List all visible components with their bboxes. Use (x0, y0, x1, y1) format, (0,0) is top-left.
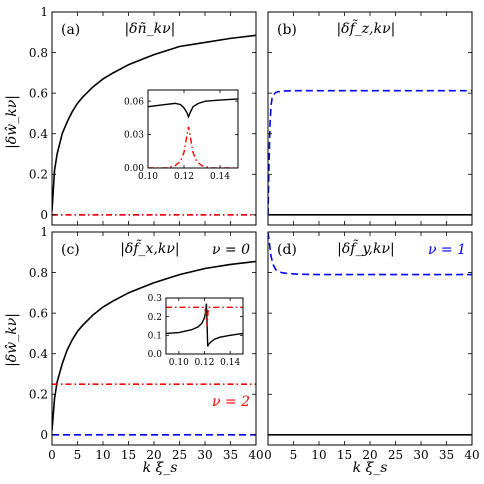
panel-1-inset-xtick-label-2: 0.14 (210, 172, 230, 182)
panel-3-inset-xtick-label-0: 0.10 (169, 358, 189, 368)
panel-3-ytick-label-3: 0.6 (29, 306, 48, 320)
panel-1-inset-frame (147, 89, 239, 169)
panel-1-inset-series-1-line (148, 126, 238, 168)
panel-4-xtick-label-5: 25 (388, 448, 403, 462)
panel-1-inset: 0.10 0.12 0.14 0.00 0.03 0.06 (124, 89, 239, 182)
panel-3-ytick-label-4: 0.8 (29, 266, 48, 280)
panel-4-xtick-label-0: 0 (264, 448, 272, 462)
panel-3-inset-ytick-label-1: 0.1 (148, 331, 162, 341)
panel-1-letter: (a) (61, 22, 80, 38)
panel-1: 0 0.2 0.4 0.6 0.8 1 (a) |δñ_kν| 0.10 0.12 0.14 0.00… (29, 5, 257, 226)
panel-3-inset-xtick-label-2: 0.14 (220, 358, 240, 368)
panel-1-inset-ytick-label-0: 0.00 (124, 164, 144, 174)
panel-1-ytick-label-2: 0.4 (29, 127, 48, 141)
panel-3-ytick-label-2: 0.4 (29, 347, 48, 361)
x-axis-label-right: k ξ_s (353, 460, 388, 476)
y-axis-label-top: |δŵ_kν| (4, 95, 20, 149)
panel-4-xtick-label-4: 20 (362, 448, 377, 462)
panel-3-inset-series-0-line (166, 303, 243, 347)
panel-4-xtick-label-3: 15 (337, 448, 352, 462)
panel-2: (b) |δf̃_z,kν| (267, 11, 473, 226)
x-axis-label-left: k ξ_s (143, 460, 178, 476)
panel-3-series-0-line (52, 260, 256, 431)
panel-4-xtick-label-7: 35 (439, 448, 454, 462)
panel-4: 0 5 10 15 20 25 30 35 40 (d) |δf̃_y,kν| ν = 1 (264, 231, 480, 462)
panel-4-letter: (d) (277, 242, 297, 258)
panel-4-quantity-label: |δf̃_y,kν| (337, 239, 395, 257)
panel-4-series-0-line (268, 232, 472, 276)
panel-3-ytick-label-0: 0 (40, 428, 48, 442)
panel-4-xtick-label-1: 5 (290, 448, 298, 462)
panel-4-xtick-label-6: 30 (413, 448, 428, 462)
panel-3-xtick-label-7: 35 (223, 448, 238, 462)
panel-3-xtick-label-5: 25 (172, 448, 187, 462)
panel-3-series-0-label: ν = 0 (212, 242, 250, 258)
panel-1-ytick-label-3: 0.6 (29, 86, 48, 100)
panel-3-inset-ytick-label-2: 0.2 (148, 313, 162, 323)
panel-1-inset-series-0-line (148, 98, 238, 119)
panel-2-frame (267, 11, 473, 226)
panel-1-inset-xtick-label-0: 0.10 (138, 172, 158, 182)
panel-3-xtick-label-6: 30 (197, 448, 212, 462)
panel-1-ytick-label-1: 0.2 (29, 167, 48, 181)
panel-3-inset-xtick-label-1: 0.12 (194, 358, 214, 368)
panel-1-quantity-label: |δñ_kν| (124, 21, 175, 37)
panel-4-xtick-label-8: 40 (464, 448, 479, 462)
panel-1-inset-ytick-label-1: 0.03 (124, 131, 144, 141)
panel-1-ytick-label-5: 1 (40, 5, 48, 19)
panel-1-series-0-line (52, 34, 256, 211)
panel-2-letter: (b) (277, 22, 297, 38)
panel-1-ytick-label-0: 0 (40, 208, 48, 222)
panel-1-inset-bg (148, 90, 238, 168)
panel-4-xtick-label-2: 10 (311, 448, 326, 462)
panels-group: 00.20.40.60.81(a) |δñ_kν|0.10 0.12 0.140.00… (29, 5, 480, 462)
panel-3-xtick-label-8: 40 (248, 448, 263, 462)
panel-2-series-1-line (268, 89, 472, 215)
panel-1-inset-ytick-label-2: 0.06 (124, 97, 144, 107)
panel-3-xtick-label-2: 10 (95, 448, 110, 462)
panel-3-xtick-label-1: 5 (74, 448, 82, 462)
panel-3-xtick-label-4: 20 (146, 448, 161, 462)
panel-3-xtick-label-0: 0 (48, 448, 56, 462)
panel-3-ytick-label-1: 0.2 (29, 387, 48, 401)
panel-3-letter: (c) (61, 242, 80, 258)
panel-3-quantity-label: |δf̃_x,kν| (120, 239, 179, 257)
panel-1-ytick-label-4: 0.8 (29, 46, 48, 60)
panel-3: 0 5 10 15 20 25 30 35 40 0 0.2 0.4 0.6 0.8 1 (c) |δf̃_x,… (29, 225, 264, 462)
y-axis-label-bottom: |δŵ_kν| (4, 313, 20, 367)
panel-3-inset-ytick-label-3: 0.3 (148, 294, 163, 304)
panel-3-ytick-label-5: 1 (40, 225, 48, 239)
panel-3-series-1-label: ν = 2 (212, 394, 250, 410)
panel-3-inset-bg (166, 298, 243, 354)
panel-3-inset-series-1-line (166, 306, 243, 327)
panel-3-xtick-label-3: 15 (121, 448, 136, 462)
panel-1-inset-xtick-label-1: 0.12 (174, 172, 194, 182)
panel-3-inset-ytick-label-0: 0.0 (148, 350, 163, 360)
panel-4-frame (267, 231, 473, 446)
panel-2-quantity-label: |δf̃_z,kν| (336, 19, 395, 37)
panel-3-inset: 0.10 0.12 0.14 0.0 0.1 0.2 0.3 (148, 294, 244, 368)
panel-4-series-0-label: ν = 1 (428, 242, 466, 258)
